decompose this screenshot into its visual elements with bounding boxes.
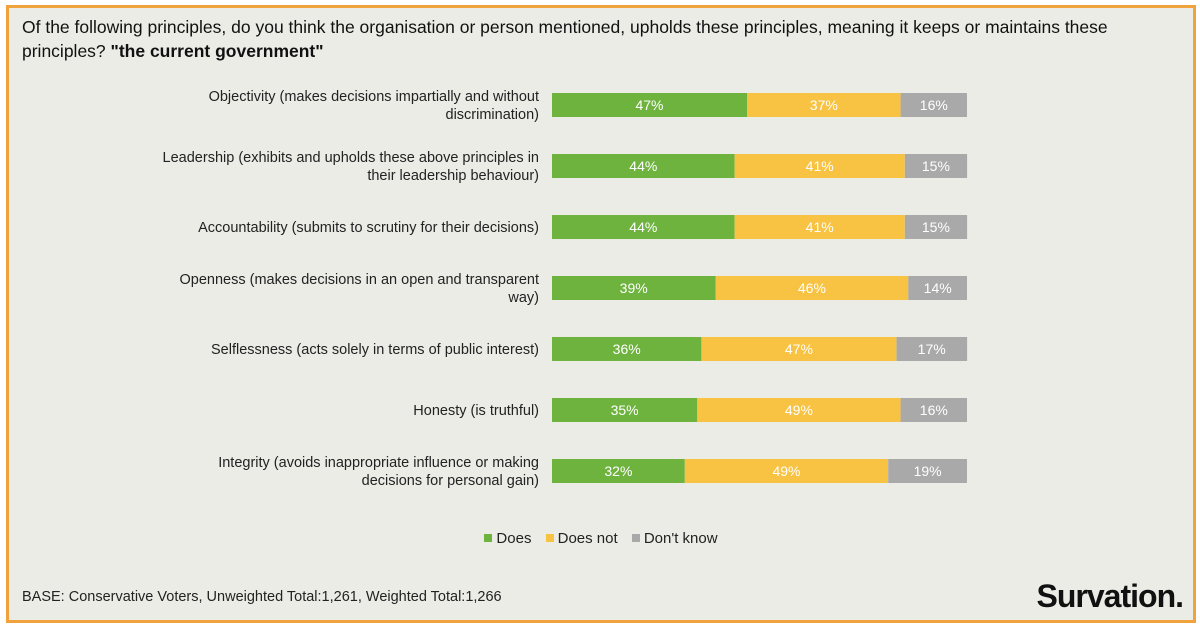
legend-swatch-does-not xyxy=(545,534,554,542)
bar-segment-dont-know xyxy=(904,215,968,239)
data-label-dont-know: 14% xyxy=(924,280,952,296)
data-label-does: 32% xyxy=(604,463,632,479)
category-label: Honesty (is truthful) xyxy=(413,403,539,419)
stacked-bar-chart: Objectivity (makes decisions impartially… xyxy=(163,89,968,489)
bar-segment-dont-know xyxy=(900,93,967,117)
data-label-does: 44% xyxy=(629,158,657,174)
category-label: Openness (makes decisions in an open and… xyxy=(180,272,540,306)
legend-item-does: Does xyxy=(484,530,531,547)
category-label: Leadership (exhibits and upholds these a… xyxy=(163,150,539,184)
base-note: BASE: Conservative Voters, Unweighted To… xyxy=(22,589,502,605)
data-label-does: 36% xyxy=(613,341,641,357)
data-label-dont-know: 15% xyxy=(922,158,950,174)
data-label-does-not: 49% xyxy=(772,463,800,479)
category-label: Objectivity (makes decisions impartially… xyxy=(209,89,539,123)
category-label: Selflessness (acts solely in terms of pu… xyxy=(211,342,539,358)
bar-segment-does-not xyxy=(697,398,901,422)
legend-label-does-not: Does not xyxy=(557,530,618,547)
legend-label-does: Does xyxy=(496,530,532,547)
data-label-does: 39% xyxy=(620,280,648,296)
bar-segment-does-not xyxy=(684,459,889,483)
legend-item-does-not: Does not xyxy=(545,530,618,547)
bar-segment-does xyxy=(552,398,698,422)
bar-segment-dont-know xyxy=(888,459,967,483)
chart-title: Of the following principles, do you thin… xyxy=(22,15,1182,63)
legend-label-dont-know: Don't know xyxy=(643,530,718,547)
data-label-does-not: 41% xyxy=(806,158,834,174)
bar-segment-does xyxy=(552,215,735,239)
bar-segment-does-not xyxy=(734,215,905,239)
bar-segment-does-not xyxy=(701,337,897,361)
bar-segment-does xyxy=(552,93,747,117)
bar-segment-does-not xyxy=(734,154,905,178)
data-label-dont-know: 19% xyxy=(914,463,942,479)
chart-frame: Of the following principles, do you thin… xyxy=(6,5,1196,623)
data-label-does: 44% xyxy=(629,219,657,235)
bar-segment-does-not xyxy=(715,276,909,300)
data-label-does-not: 46% xyxy=(798,280,826,296)
data-label-dont-know: 15% xyxy=(922,219,950,235)
data-label-dont-know: 16% xyxy=(920,97,948,113)
data-label-does: 35% xyxy=(611,402,639,418)
bar-segment-does xyxy=(552,276,716,300)
legend-swatch-does xyxy=(484,534,493,542)
data-label-does-not: 37% xyxy=(810,97,838,113)
legend-item-dont-know: Don't know xyxy=(631,530,718,547)
bar-segment-dont-know xyxy=(896,337,968,361)
bar-segment-does xyxy=(552,459,685,483)
bar-segment-does xyxy=(552,154,735,178)
category-label: Integrity (avoids inappropriate influenc… xyxy=(218,455,539,489)
bar-segment-dont-know xyxy=(908,276,967,300)
title-emphasis: "the current government" xyxy=(110,41,324,61)
bar-segment-dont-know xyxy=(904,154,968,178)
bar-segment-does-not xyxy=(747,93,901,117)
data-label-does: 47% xyxy=(635,97,663,113)
bar-segment-dont-know xyxy=(900,398,967,422)
data-label-does-not: 47% xyxy=(785,341,813,357)
bar-segment-does xyxy=(552,337,702,361)
category-label: Accountability (submits to scrutiny for … xyxy=(198,220,539,236)
title-text: Of the following principles, do you thin… xyxy=(22,17,1108,61)
data-label-does-not: 41% xyxy=(806,219,834,235)
data-label-dont-know: 17% xyxy=(918,341,946,357)
chart-legend: Does Does not Don't know xyxy=(9,530,1193,547)
data-label-dont-know: 16% xyxy=(920,402,948,418)
survation-logo: Survation. xyxy=(1036,578,1184,614)
legend-swatch-dont-know xyxy=(631,534,640,542)
data-label-does-not: 49% xyxy=(785,402,813,418)
